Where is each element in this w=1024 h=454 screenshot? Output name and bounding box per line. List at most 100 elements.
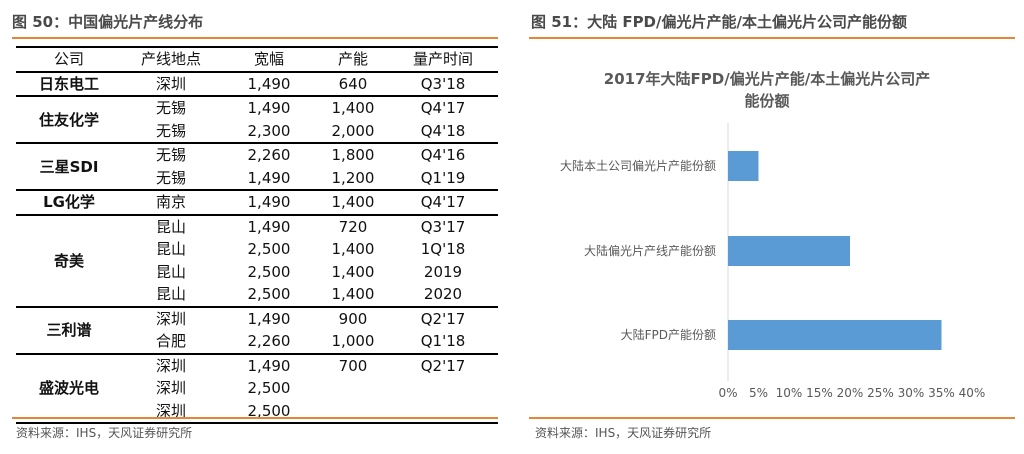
table-row: 日东电工 深圳 1,490 640 Q3'18: [16, 71, 498, 97]
cell-mass-production: Q3'18: [388, 71, 498, 97]
table-row: 盛波光电 深圳 1,490 700 Q2'17: [16, 353, 498, 424]
cell-company: 住友化学: [16, 96, 122, 144]
cell-location: 南京: [122, 190, 220, 216]
cell-capacity: 1,200: [318, 166, 388, 191]
cell-company: 三利谱: [16, 306, 122, 355]
cell-company: 盛波光电: [16, 353, 122, 424]
table-row: 无锡 1,490 1,200 Q1'19: [16, 166, 498, 191]
cell-capacity: 720: [338, 217, 368, 236]
table-figure-panel: 图 50：中国偏光片产线分布 公司 产线地点 宽幅 产能 量产时间 日东电工 深圳 1,49…: [0, 0, 500, 454]
table-row: LG化学 南京 1,490 1,400 Q4'17: [16, 190, 498, 216]
chart-figure-panel: 图 51：大陆 FPD/偏光片产能/本土偏光片公司产能份额 2017年大陆FPD…: [517, 0, 1024, 454]
header-location: 产线地点: [122, 47, 220, 73]
cell-width: 1,490: [220, 166, 318, 191]
cell-company: 奇美: [16, 214, 122, 308]
cell-location: 合肥: [122, 330, 220, 355]
table-row: 昆山 2,500 1,400 2019: [16, 261, 498, 284]
bar: [728, 236, 850, 266]
x-tick-label: 35%: [928, 386, 955, 400]
cell-mass-production: Q2'17: [420, 356, 466, 375]
figure-51-source: 资料来源：IHS，天风证券研究所: [535, 426, 712, 440]
cell-company: LG化学: [16, 190, 122, 216]
x-tick-label: 15%: [806, 386, 833, 400]
table-row: 合肥 2,260 1,000 Q1'18: [16, 330, 498, 355]
cell-location: 昆山: [155, 240, 186, 259]
chart-title-line-2: 能份额: [744, 92, 790, 110]
x-tick-label: 20%: [837, 386, 864, 400]
cell-capacity: 1,400: [318, 283, 388, 308]
cell-mass-production: Q4'17: [420, 99, 466, 118]
category-label: 大陆偏光片产线产能份额: [584, 243, 716, 258]
table-row: 深圳 2,500: [16, 399, 498, 424]
cell-mass-production: 2020: [388, 283, 498, 308]
cell-company: 三星SDI: [16, 143, 122, 191]
cell-capacity: 700: [338, 356, 368, 375]
cell-company: 日东电工: [16, 71, 122, 97]
bar: [728, 320, 942, 350]
header-width: 宽幅: [220, 47, 318, 73]
cell-capacity: 1,400: [331, 262, 375, 281]
cell-location: 昆山: [155, 262, 186, 281]
header-capacity: 产能: [318, 47, 388, 73]
cell-location: 无锡: [122, 119, 220, 144]
cell-capacity: 1,400: [318, 190, 388, 216]
cell-capacity: [318, 399, 388, 424]
chart-title-line-1: 2017年大陆FPD/偏光片产能/本土偏光片公司产: [603, 70, 931, 88]
cell-width: 2,260: [220, 330, 318, 355]
table-row: 三利谱 深圳 1,490 900 Q2'17: [16, 306, 498, 355]
title-rule: [12, 37, 498, 39]
cell-capacity: 1,000: [318, 330, 388, 355]
figure-51-title: 图 51：大陆 FPD/偏光片产能/本土偏光片公司产能份额: [531, 13, 907, 31]
table-row: 奇美 昆山 1,490 720 Q3'17: [16, 214, 498, 308]
table-row: 昆山 2,500 1,400 2020: [16, 283, 498, 308]
cell-location: 深圳: [122, 71, 220, 97]
cell-width: 2,500: [247, 379, 291, 398]
table-row: 昆山 2,500 1,400 1Q'18: [16, 238, 498, 261]
cell-mass-production: Q4'16: [420, 146, 466, 165]
cell-location: 昆山: [122, 283, 220, 308]
chart-title: 2017年大陆FPD/偏光片产能/本土偏光片公司产 能份额: [577, 68, 957, 112]
cell-width: 1,490: [247, 99, 291, 118]
cell-width: 2,500: [220, 399, 318, 424]
cell-mass-production: [388, 399, 498, 424]
cell-mass-production: [388, 377, 498, 400]
cell-capacity: 1,400: [331, 240, 375, 259]
x-tick-label: 30%: [898, 386, 925, 400]
cell-mass-production: 2019: [423, 262, 463, 281]
cell-capacity: [318, 377, 388, 400]
cell-mass-production: Q2'17: [420, 309, 466, 328]
table-row: 深圳 2,500: [16, 377, 498, 400]
source-rule-right: [529, 417, 1015, 419]
cell-location: 昆山: [155, 217, 186, 236]
cell-width: 2,500: [220, 283, 318, 308]
cell-location: 深圳: [155, 309, 186, 328]
category-label: 大陆FPD产能份额: [621, 327, 716, 342]
title-rule-right: [529, 37, 1015, 39]
cell-capacity: 2,000: [318, 119, 388, 144]
cell-mass-production: Q1'18: [388, 330, 498, 355]
cell-mass-production: Q4'18: [388, 119, 498, 144]
cell-width: 1,490: [220, 71, 318, 97]
cell-mass-production: Q3'17: [420, 217, 466, 236]
table-row: 住友化学 无锡 1,490 1,400 Q4'17: [16, 96, 498, 144]
cell-location: 深圳: [122, 399, 220, 424]
figure-50-source: 资料来源：IHS，天风证券研究所: [16, 426, 193, 440]
cell-location: 深圳: [155, 379, 186, 398]
cell-capacity: 900: [338, 309, 368, 328]
cell-location: 无锡: [122, 166, 220, 191]
figure-50-title: 图 50：中国偏光片产线分布: [12, 13, 204, 31]
x-tick-label: 0%: [718, 386, 737, 400]
x-tick-label: 25%: [867, 386, 894, 400]
production-line-table: 公司 产线地点 宽幅 产能 量产时间 日东电工 深圳 1,490 640 Q3'18 住友化学 无锡…: [16, 46, 498, 424]
cell-width: 1,490: [247, 356, 291, 375]
table-row: 无锡 2,300 2,000 Q4'18: [16, 119, 498, 144]
cell-width: 1,490: [220, 190, 318, 216]
cell-mass-production: 1Q'18: [420, 240, 466, 259]
cell-width: 2,260: [247, 146, 291, 165]
cell-location: 无锡: [155, 146, 186, 165]
x-tick-label: 40%: [959, 386, 986, 400]
category-label: 大陆本土公司偏光片产能份额: [560, 158, 716, 173]
cell-location: 深圳: [155, 356, 186, 375]
cell-width: 2,500: [247, 262, 291, 281]
